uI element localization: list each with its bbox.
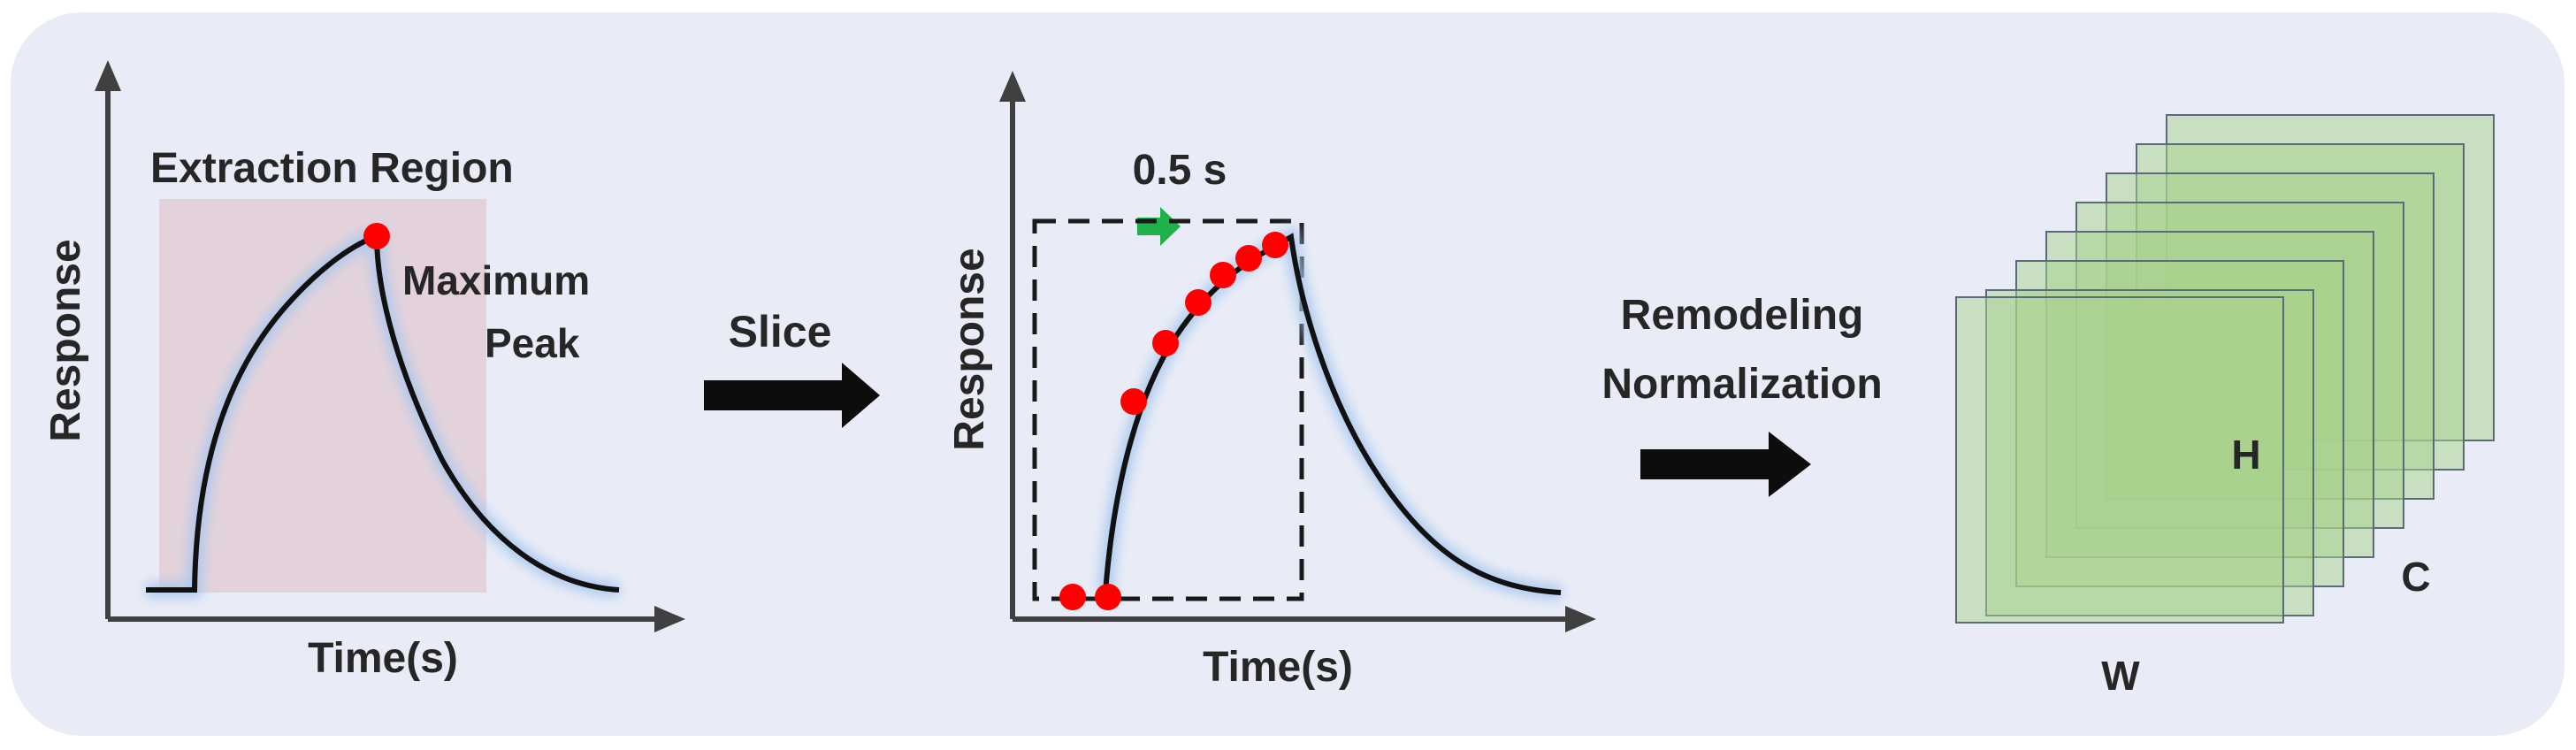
tensor-height-label: H (2231, 432, 2260, 478)
normalization-label: Normalization (1601, 361, 1882, 408)
interval-label: 0.5 s (1133, 147, 1227, 194)
step-arrow-icon (1137, 207, 1181, 246)
x-axis-arrowhead (1565, 606, 1596, 632)
slice-window (1032, 218, 1304, 601)
y-axis-label: Response (42, 239, 89, 441)
sample-point (1210, 262, 1236, 288)
remodeling-arrow: Remodeling Normalization (1601, 292, 1883, 497)
sample-point (1262, 232, 1288, 258)
y-axis-label: Response (946, 248, 993, 450)
sample-point (1152, 330, 1179, 356)
y-axis-arrowhead (999, 71, 1026, 102)
tensor-stack: H C W (1955, 114, 2495, 699)
sliced-response-plot: 0.5 s Response Time(s) (946, 71, 1596, 691)
x-axis-arrowhead (654, 606, 685, 632)
x-axis-label: Time(s) (308, 635, 458, 682)
tensor-channel-label: C (2401, 554, 2430, 600)
maximum-peak-label-line1: Maximum (402, 257, 590, 303)
tensor-width-label: W (2101, 653, 2140, 699)
remodeling-label: Remodeling (1621, 292, 1864, 339)
x-axis-label: Time(s) (1203, 644, 1353, 691)
maximum-peak-label-line2: Peak (485, 320, 580, 366)
remodeling-arrow-shape (1640, 432, 1811, 497)
tensor-layer (1955, 296, 2284, 624)
maximum-peak-point (363, 223, 390, 249)
sample-point (1059, 584, 1086, 610)
extraction-region-title: Extraction Region (150, 145, 514, 192)
sliced-curve-glow (1098, 226, 1562, 600)
y-axis-arrowhead (95, 60, 121, 91)
sliced-curve (1103, 233, 1562, 595)
slice-label: Slice (729, 307, 832, 356)
sample-point (1185, 289, 1212, 316)
slice-arrow-shape (704, 363, 880, 428)
slice-arrow: Slice (704, 307, 880, 428)
sample-point (1235, 245, 1262, 272)
sample-point (1095, 584, 1121, 610)
sample-point (1120, 388, 1147, 415)
raw-response-plot: Extraction Region Maximum Peak Response … (42, 60, 685, 682)
